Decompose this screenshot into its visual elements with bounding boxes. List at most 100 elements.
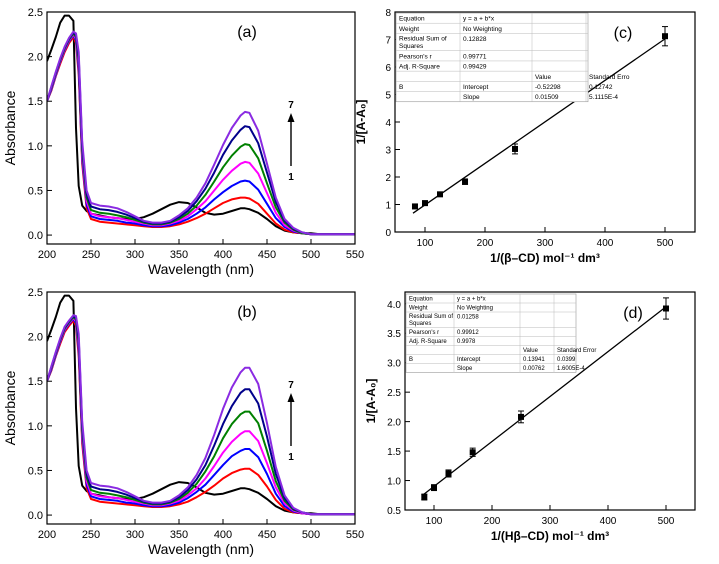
fit-table-cell: B — [399, 84, 403, 91]
fit-table-cell: Pearson's r — [399, 53, 433, 60]
fit-table-cell-line: Squares — [409, 321, 431, 327]
y-tick-label: 6 — [385, 63, 391, 74]
data-point — [431, 484, 437, 491]
y-axis-label: 1/[A-A₀] — [364, 379, 378, 424]
x-tick-label: 300 — [537, 238, 554, 249]
x-tick-label: 400 — [600, 516, 617, 527]
arrow-top-label: 7 — [288, 380, 294, 391]
data-point — [422, 200, 428, 207]
y-tick-label: 4 — [385, 118, 391, 129]
x-tick-label: 400 — [214, 249, 232, 261]
x-tick-label: 200 — [38, 529, 56, 541]
fit-table-cell: Adj. R-Square — [399, 64, 440, 71]
fit-table-cell: Value — [523, 348, 539, 354]
fit-table-cell: B — [409, 357, 413, 363]
series-line-7 — [47, 314, 355, 516]
x-tick-label: 200 — [38, 249, 56, 261]
x-tick-label: 550 — [346, 249, 364, 261]
fit-table-cell: 0.01258 — [457, 315, 479, 321]
x-tick-label: 550 — [346, 529, 364, 541]
fit-table-cell: -0.52298 — [535, 84, 561, 91]
y-tick-label: 5 — [385, 91, 391, 102]
fit-table-cell: Weight — [399, 26, 419, 33]
data-point — [518, 413, 524, 420]
x-tick-label: 250 — [82, 529, 100, 541]
fit-table-cell: Pearson's r — [409, 330, 439, 336]
fit-table-cell: 0.01509 — [535, 94, 559, 101]
fit-table-cell: y = a + b*x — [463, 16, 495, 23]
y-tick-label: 8 — [385, 8, 391, 19]
fit-line — [412, 38, 666, 214]
fit-table-cell: Adj. R-Square — [409, 339, 447, 345]
data-point — [512, 145, 518, 152]
chart-panel-a: 200 250 300 350 400 450 500 550 0.0 0.5 1.0 1.5 2.0 2… — [2, 7, 364, 277]
y-tick-label: 1.0 — [387, 477, 401, 488]
y-axis-label: Absorbance — [2, 370, 18, 445]
data-point — [662, 33, 668, 40]
y-tick-label: 2.0 — [387, 418, 401, 429]
fit-table-cell: 0.13941 — [523, 357, 545, 363]
y-tick-label: 0.0 — [28, 510, 43, 522]
plot-frame — [46, 11, 356, 245]
series-group — [47, 294, 355, 516]
fit-table-cell: No Weighting — [457, 306, 493, 312]
y-tick-label: 1.5 — [28, 96, 43, 108]
fit-table-cell: 0.99771 — [463, 53, 487, 60]
y-tick-label: 0.0 — [28, 230, 43, 242]
x-tick-label: 500 — [658, 516, 675, 527]
fit-table-cell: Intercept — [457, 357, 481, 363]
x-tick-label: 300 — [126, 249, 144, 261]
x-axis-label: 1/(Hβ–CD) mol⁻¹ dm³ — [491, 529, 609, 543]
y-tick-label: 2.5 — [28, 7, 43, 19]
x-tick-label: 200 — [484, 516, 501, 527]
y-tick-label: 1.0 — [28, 421, 43, 433]
data-point — [437, 191, 443, 198]
y-tick-label: 1.0 — [28, 141, 43, 153]
fit-table-frame — [405, 293, 577, 373]
x-axis-label: 1/(β–CD) mol⁻¹ dm³ — [490, 251, 600, 265]
series-line-7 — [47, 30, 355, 236]
x-axis-label: Wavelength (nm) — [148, 541, 254, 557]
y-tick-label: 2.0 — [28, 52, 43, 64]
x-tick-label: 500 — [302, 249, 320, 261]
fit-table-cell: 0.0399 — [557, 357, 576, 363]
arrow-bottom-label: 1 — [288, 172, 294, 183]
panel-label: (c) — [614, 25, 633, 42]
data-point — [462, 178, 469, 185]
fit-table-cell-line: Squares — [399, 43, 424, 50]
fit-table-cell: Slope — [463, 94, 480, 101]
x-tick-label: 450 — [258, 249, 276, 261]
fit-table-cell: Residual Sum of Squares — [399, 36, 447, 51]
fit-table-cell: Weight — [409, 306, 428, 312]
arrow-head — [287, 393, 295, 402]
y-tick-label: 1.5 — [387, 447, 401, 458]
y-tick-label: 7 — [385, 36, 391, 47]
data-point — [411, 203, 418, 210]
panel-label: (a) — [237, 24, 257, 41]
y-tick-label: 2.5 — [28, 287, 43, 299]
y-tick-label: 3.0 — [387, 359, 401, 370]
y-tick-label: 3.5 — [387, 329, 401, 340]
y-tick-label: 4.0 — [387, 300, 401, 311]
fit-table-cell: Value — [535, 74, 552, 81]
y-tick-label: 2.0 — [28, 332, 43, 344]
fit-table: Equation y = a + b*x Weight No Weighting Res… — [395, 12, 630, 103]
y-axis-label: Absorbance — [2, 90, 18, 165]
x-tick-label: 350 — [170, 529, 188, 541]
fit-table-cell: No Weighting — [463, 26, 502, 33]
x-tick-label: 250 — [82, 249, 100, 261]
y-tick-label: 0.5 — [28, 185, 43, 197]
panel-label: (d) — [623, 305, 643, 322]
x-axis-label: Wavelength (nm) — [148, 261, 254, 277]
fit-table-cell: Equation — [399, 16, 425, 23]
y-tick-label: 0 — [385, 228, 391, 239]
y-axis-label: 1/[A-A₀] — [354, 100, 368, 145]
fit-table-cell: Equation — [409, 297, 433, 303]
data-point — [445, 470, 452, 477]
data-point — [663, 305, 669, 312]
fit-table-cell-line: Residual Sum of — [399, 36, 447, 43]
fit-table-cell: y = a + b*x — [457, 297, 486, 303]
x-tick-label: 350 — [170, 249, 188, 261]
